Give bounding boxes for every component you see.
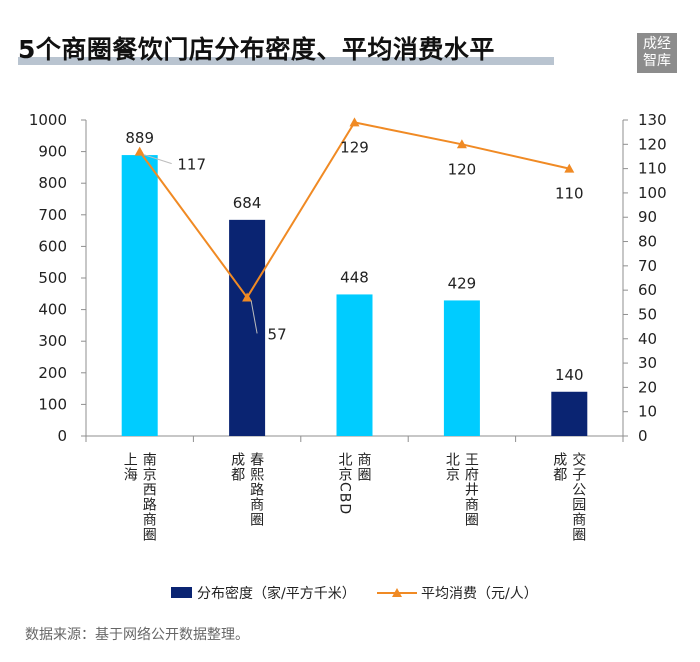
line-point (242, 292, 253, 302)
category-label: 王府井商圈 (463, 452, 479, 527)
right-tick-label: 90 (638, 208, 657, 226)
right-tick-label: 0 (638, 427, 648, 445)
right-tick-label: 80 (638, 233, 657, 251)
right-tick-label: 130 (638, 111, 667, 129)
legend-label-bar: 分布密度（家/平方千米） (197, 585, 356, 602)
left-tick-label: 400 (38, 301, 67, 319)
right-tick-label: 30 (638, 354, 657, 372)
left-tick-label: 300 (38, 332, 67, 350)
legend-swatch-marker (392, 588, 402, 597)
category-label: 上海 (122, 452, 138, 482)
right-tick-label: 120 (638, 135, 667, 153)
bar-value-label: 684 (233, 194, 262, 212)
category-label: 成都 (229, 452, 245, 482)
brand-logo: 成经智库 (637, 33, 677, 73)
left-tick-label: 0 (57, 427, 67, 445)
line-value-label: 129 (340, 138, 369, 156)
line-label-leader (143, 154, 172, 165)
line-point (564, 163, 575, 173)
category-label: 春熙路商圈 (248, 452, 264, 527)
bar-value-label: 448 (340, 268, 369, 286)
category-label: 商圈 (356, 452, 372, 482)
bar (336, 294, 373, 436)
bar (121, 155, 158, 437)
bar-value-label: 889 (125, 129, 154, 147)
left-tick-label: 800 (38, 174, 67, 192)
right-tick-label: 70 (638, 257, 657, 275)
line-point (134, 146, 145, 156)
logo-text: 成经智库 (643, 36, 671, 69)
right-tick-label: 60 (638, 281, 657, 299)
right-tick-label: 50 (638, 305, 657, 323)
category-label: 成都 (551, 452, 567, 482)
right-tick-label: 40 (638, 330, 657, 348)
legend-label-line: 平均消费（元/人） (421, 586, 538, 602)
title-underline (18, 57, 554, 65)
left-tick-label: 900 (38, 143, 67, 161)
category-label: 北京 (444, 452, 460, 482)
left-tick-label: 1000 (29, 111, 67, 129)
bar-value-label: 140 (555, 366, 584, 384)
legend-swatch-bar (171, 587, 192, 598)
bar-value-label: 429 (448, 274, 477, 292)
left-tick-label: 200 (38, 364, 67, 382)
line-point (456, 139, 467, 149)
line-value-label: 117 (177, 156, 206, 174)
right-tick-label: 20 (638, 378, 657, 396)
line-value-label: 120 (448, 160, 477, 178)
bar (551, 391, 588, 436)
category-label: 北京CBD (337, 452, 353, 515)
line-point (349, 117, 360, 127)
chart-title: 5个商圈餐饮门店分布密度、平均消费水平 (18, 35, 495, 64)
line-value-label: 110 (555, 185, 584, 203)
left-tick-label: 100 (38, 395, 67, 413)
left-tick-label: 500 (38, 269, 67, 287)
bar (443, 300, 480, 436)
right-tick-label: 110 (638, 160, 667, 178)
bar (229, 219, 266, 436)
category-label: 南京西路商圈 (141, 452, 157, 542)
right-tick-label: 100 (638, 184, 667, 202)
line-value-label: 57 (268, 325, 287, 343)
left-tick-label: 700 (38, 206, 67, 224)
data-source-note: 数据来源：基于网络公开数据整理。 (25, 627, 249, 643)
left-tick-label: 600 (38, 237, 67, 255)
category-label: 交子公园商圈 (570, 451, 586, 542)
right-tick-label: 10 (638, 403, 657, 421)
title-block: 5个商圈餐饮门店分布密度、平均消费水平 (18, 30, 554, 66)
line-label-leader (250, 300, 258, 334)
